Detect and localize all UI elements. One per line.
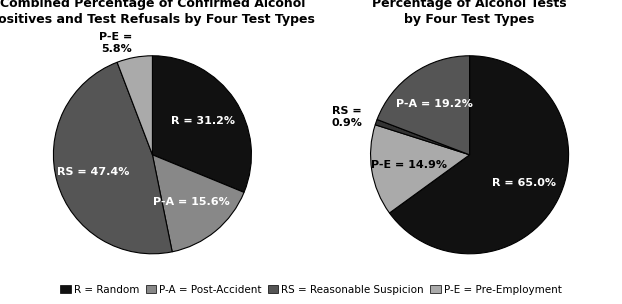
Wedge shape [152, 56, 251, 192]
Text: P-E =
5.8%: P-E = 5.8% [98, 32, 132, 54]
Text: P-A = 15.6%: P-A = 15.6% [153, 197, 230, 207]
Wedge shape [53, 62, 172, 254]
Text: RS = 47.4%: RS = 47.4% [57, 167, 129, 177]
Title: Percentage of Alcohol Tests
by Four Test Types: Percentage of Alcohol Tests by Four Test… [372, 0, 567, 26]
Text: P-E = 14.9%: P-E = 14.9% [371, 160, 447, 170]
Wedge shape [152, 155, 244, 252]
Text: RS =
0.9%: RS = 0.9% [331, 106, 362, 128]
Wedge shape [377, 56, 470, 155]
Wedge shape [389, 56, 569, 254]
Wedge shape [117, 56, 152, 155]
Text: R = 31.2%: R = 31.2% [172, 116, 235, 126]
Wedge shape [375, 119, 470, 155]
Wedge shape [371, 125, 470, 213]
Legend: R = Random, P-A = Post-Accident, RS = Reasonable Suspicion, P-E = Pre-Employment: R = Random, P-A = Post-Accident, RS = Re… [56, 281, 566, 299]
Text: R = 65.0%: R = 65.0% [492, 178, 556, 188]
Title: Combined Percentage of Confirmed Alcohol
Positives and Test Refusals by Four Tes: Combined Percentage of Confirmed Alcohol… [0, 0, 315, 26]
Text: P-A = 19.2%: P-A = 19.2% [396, 99, 473, 109]
